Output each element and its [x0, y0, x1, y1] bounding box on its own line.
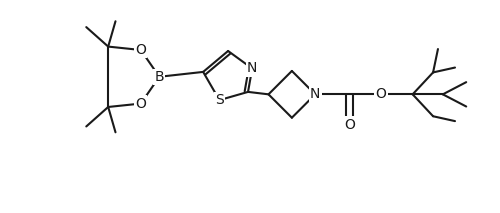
- Text: O: O: [344, 118, 355, 131]
- Text: O: O: [136, 96, 146, 111]
- Text: N: N: [247, 62, 258, 75]
- Text: N: N: [310, 87, 320, 101]
- Text: B: B: [154, 70, 164, 84]
- Text: S: S: [215, 93, 224, 107]
- Text: O: O: [376, 87, 386, 101]
- Text: O: O: [136, 43, 146, 57]
